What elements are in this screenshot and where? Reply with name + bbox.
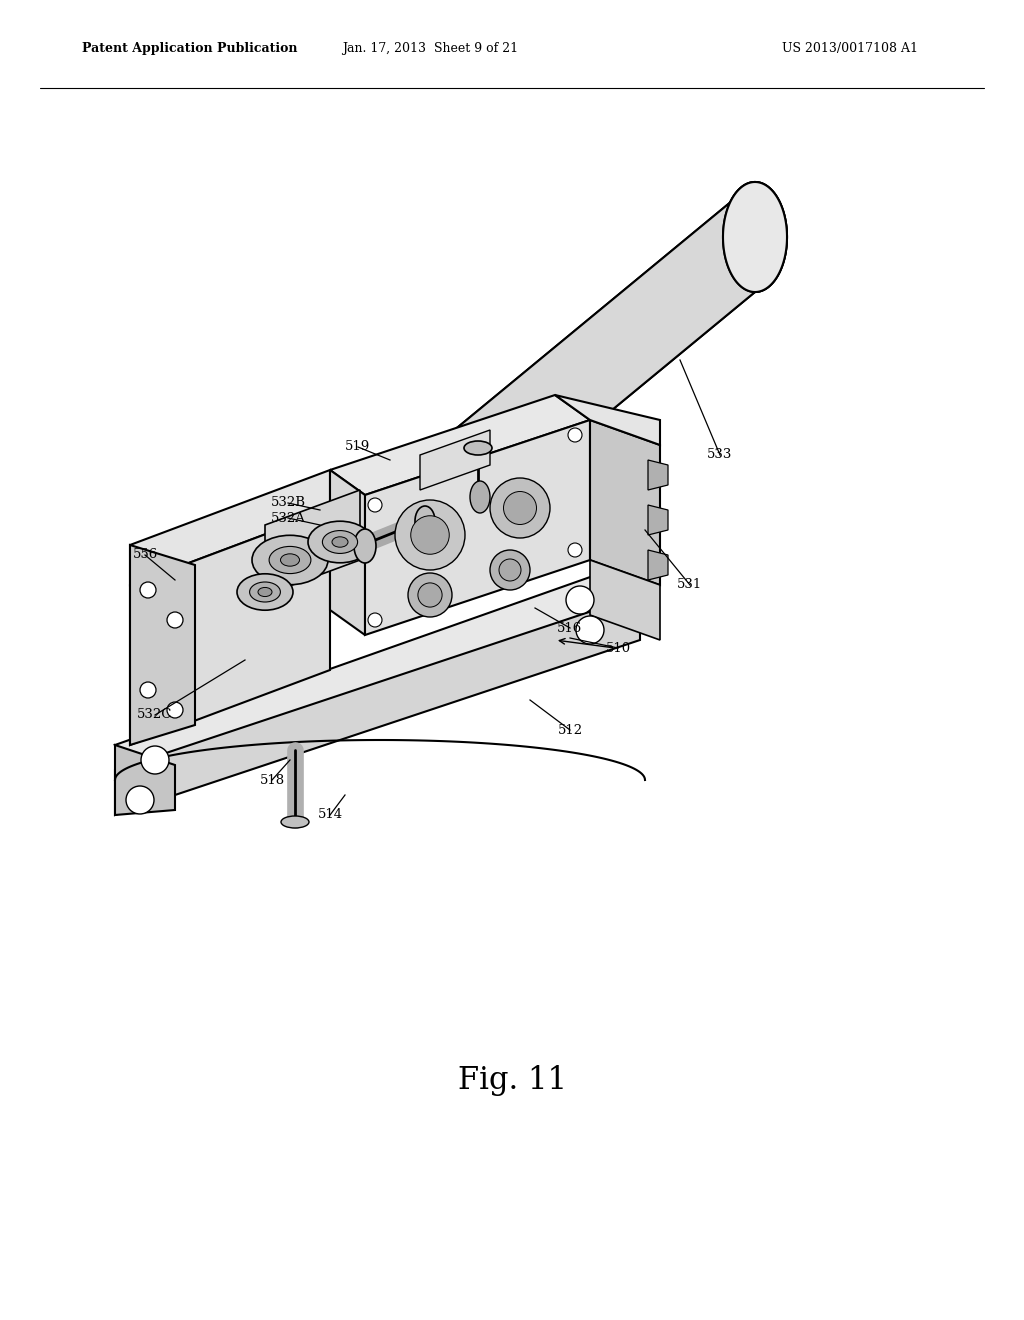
Text: 532A: 532A [270, 511, 305, 524]
Polygon shape [648, 506, 668, 535]
Circle shape [411, 516, 450, 554]
Polygon shape [130, 545, 195, 744]
Text: 518: 518 [259, 774, 285, 787]
Polygon shape [440, 210, 770, 515]
Circle shape [490, 478, 550, 539]
Text: 533: 533 [708, 449, 733, 462]
Ellipse shape [445, 442, 515, 552]
Polygon shape [130, 470, 330, 585]
Circle shape [368, 498, 382, 512]
Circle shape [167, 702, 183, 718]
Polygon shape [365, 420, 590, 635]
Polygon shape [115, 744, 175, 814]
Circle shape [126, 785, 154, 814]
Polygon shape [648, 550, 668, 579]
Circle shape [140, 582, 156, 598]
Circle shape [395, 500, 465, 570]
Text: US 2013/0017108 A1: US 2013/0017108 A1 [782, 42, 918, 55]
Polygon shape [265, 490, 360, 595]
Ellipse shape [415, 506, 435, 536]
Ellipse shape [323, 531, 357, 553]
Ellipse shape [455, 457, 505, 537]
Circle shape [504, 491, 537, 524]
Polygon shape [330, 470, 365, 635]
Polygon shape [590, 560, 660, 640]
Ellipse shape [470, 480, 490, 513]
Text: 519: 519 [345, 441, 371, 454]
Circle shape [167, 612, 183, 628]
Circle shape [140, 682, 156, 698]
Circle shape [499, 558, 521, 581]
Polygon shape [420, 430, 490, 490]
Polygon shape [330, 395, 590, 495]
Polygon shape [420, 182, 755, 543]
Circle shape [368, 612, 382, 627]
Polygon shape [723, 182, 787, 292]
Circle shape [141, 746, 169, 774]
Circle shape [490, 550, 530, 590]
Text: Patent Application Publication: Patent Application Publication [82, 42, 297, 55]
Circle shape [566, 586, 594, 614]
Ellipse shape [281, 816, 309, 828]
Polygon shape [115, 595, 640, 814]
Polygon shape [590, 420, 660, 585]
Circle shape [418, 583, 442, 607]
Ellipse shape [354, 529, 376, 564]
Ellipse shape [237, 574, 293, 610]
Ellipse shape [308, 521, 372, 562]
Circle shape [568, 543, 582, 557]
Text: 516: 516 [557, 622, 583, 635]
Text: 510: 510 [605, 642, 631, 655]
Ellipse shape [332, 537, 348, 548]
Polygon shape [115, 570, 640, 770]
Polygon shape [452, 182, 787, 543]
Polygon shape [420, 432, 484, 543]
Text: 512: 512 [557, 723, 583, 737]
Text: 532B: 532B [270, 496, 305, 510]
Ellipse shape [252, 536, 328, 585]
Circle shape [568, 428, 582, 442]
Text: Fig. 11: Fig. 11 [458, 1064, 566, 1096]
Ellipse shape [269, 546, 311, 574]
Text: 531: 531 [677, 578, 702, 591]
Polygon shape [723, 182, 787, 292]
Ellipse shape [258, 587, 272, 597]
Text: 514: 514 [317, 808, 343, 821]
Polygon shape [555, 395, 660, 445]
Text: Jan. 17, 2013  Sheet 9 of 21: Jan. 17, 2013 Sheet 9 of 21 [342, 42, 518, 55]
Ellipse shape [250, 582, 281, 602]
Polygon shape [648, 459, 668, 490]
Circle shape [575, 616, 604, 644]
Text: 556: 556 [132, 549, 158, 561]
Circle shape [408, 573, 452, 616]
Text: 532C: 532C [137, 709, 173, 722]
Ellipse shape [464, 441, 492, 455]
Polygon shape [130, 510, 330, 744]
Ellipse shape [281, 554, 299, 566]
